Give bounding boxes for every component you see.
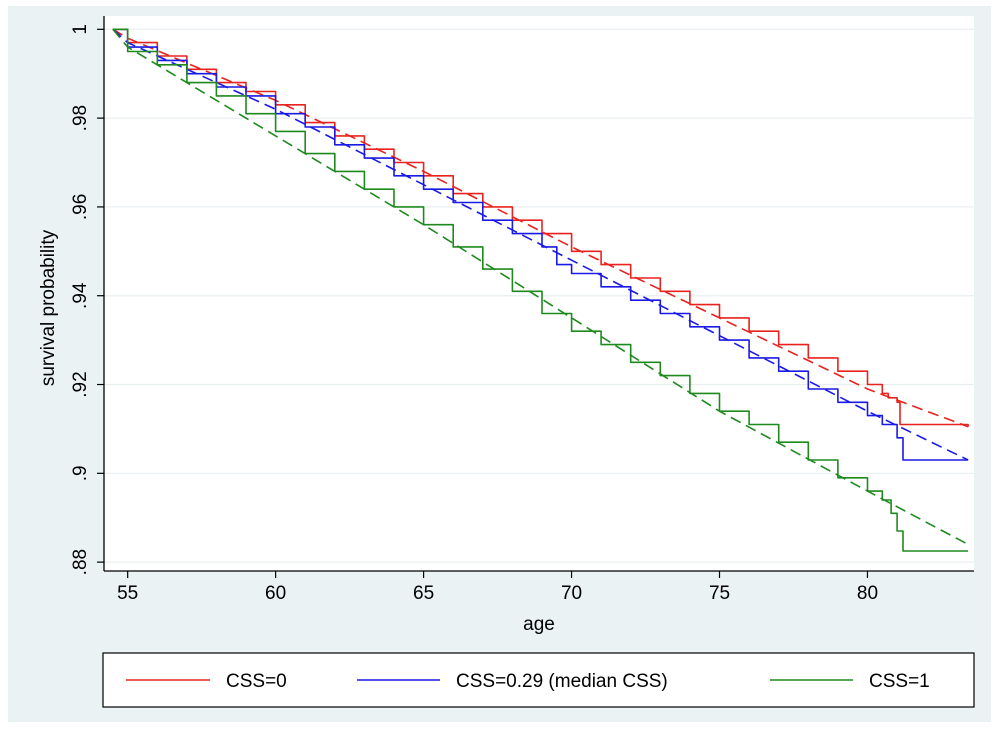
y-tick-label: .88: [70, 549, 91, 575]
x-tick-label: 60: [265, 583, 286, 604]
x-tick-label: 70: [561, 583, 582, 604]
x-tick-label: 80: [857, 583, 878, 604]
y-tick-label: .94: [70, 282, 91, 309]
series-line-5-fitted: [112, 28, 969, 546]
y-tick-label: 1: [70, 24, 91, 35]
y-tick-label: .9: [70, 465, 91, 481]
series-line-1-fitted: [112, 28, 969, 428]
x-tick-label: 65: [413, 583, 434, 604]
legend: CSS=0 CSS=0.29 (median CSS) CSS=1: [102, 652, 975, 708]
x-ticks: 55 60 65 70 75 80: [117, 571, 878, 604]
series-line-3-fitted: [112, 28, 969, 461]
y-tick-label: .98: [70, 105, 91, 131]
y-tick-label: .96: [70, 194, 91, 220]
legend-label: CSS=0: [226, 671, 287, 692]
x-axis-title: age: [523, 614, 555, 635]
series-line-4-observed: [112, 28, 969, 552]
plot-area: [104, 16, 974, 571]
legend-entries: CSS=0 CSS=0.29 (median CSS) CSS=1: [126, 671, 930, 692]
x-tick-label: 55: [117, 583, 138, 604]
legend-label: CSS=1: [869, 671, 930, 692]
series-lines: [112, 28, 969, 552]
chart-svg: 55 60 65 70 75 80 .88 .9 .92 .94 .96 .98 1 age surv…: [38, 16, 975, 708]
legend-label: CSS=0.29 (median CSS): [456, 671, 668, 692]
x-tick-label: 75: [709, 583, 730, 604]
grid-lines: [104, 28, 974, 563]
y-tick-label: .92: [70, 371, 91, 397]
y-axis-title: survival probability: [38, 229, 59, 386]
series-line-2-observed: [112, 28, 969, 461]
chart-figure: 55 60 65 70 75 80 .88 .9 .92 .94 .96 .98 1 age surv…: [8, 6, 991, 722]
y-ticks: .88 .9 .92 .94 .96 .98 1: [70, 24, 104, 575]
axes: [103, 16, 974, 572]
